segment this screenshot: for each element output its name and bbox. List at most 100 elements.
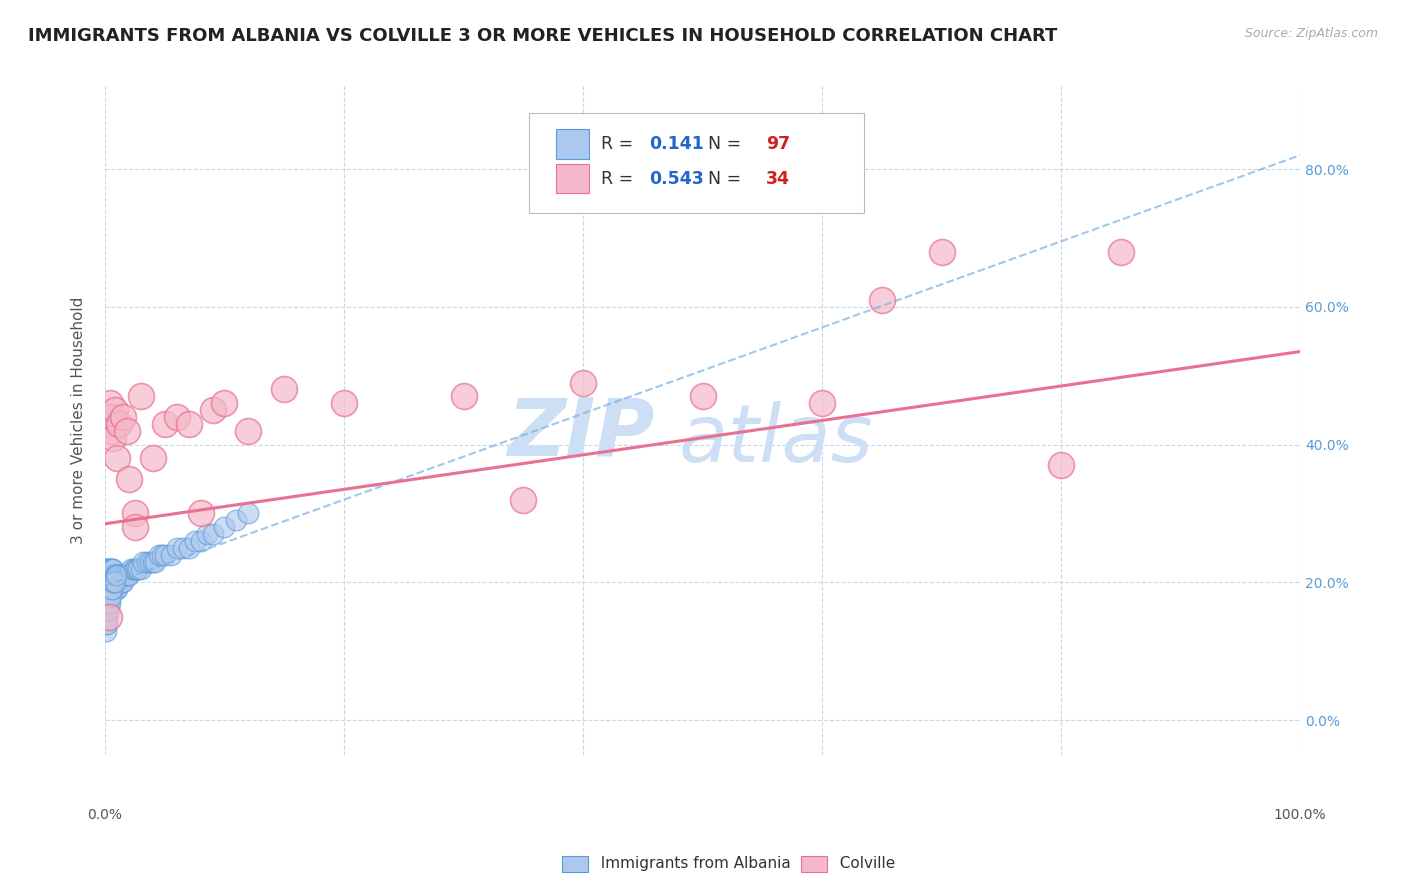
Point xyxy=(98,589,121,603)
Point xyxy=(100,582,122,597)
Point xyxy=(104,582,127,597)
Text: 0.0%: 0.0% xyxy=(87,808,122,822)
Point xyxy=(1109,244,1132,259)
Point xyxy=(110,568,132,582)
Point xyxy=(129,561,152,575)
Point xyxy=(103,403,125,417)
Text: atlas: atlas xyxy=(679,401,873,480)
Text: ZIP: ZIP xyxy=(508,395,655,473)
Point xyxy=(103,561,125,575)
Point xyxy=(101,582,124,597)
Point xyxy=(214,396,236,410)
Point xyxy=(100,582,122,597)
Text: IMMIGRANTS FROM ALBANIA VS COLVILLE 3 OR MORE VEHICLES IN HOUSEHOLD CORRELATION : IMMIGRANTS FROM ALBANIA VS COLVILLE 3 OR… xyxy=(28,27,1057,45)
Point xyxy=(98,568,121,582)
Point xyxy=(111,575,134,590)
Point xyxy=(124,561,146,575)
Point xyxy=(101,575,124,590)
Point xyxy=(96,609,118,624)
Text: Colville: Colville xyxy=(830,856,894,871)
FancyBboxPatch shape xyxy=(555,129,589,159)
Point xyxy=(96,596,118,610)
Point xyxy=(142,555,165,569)
Point xyxy=(153,417,176,431)
Point xyxy=(112,568,135,582)
FancyBboxPatch shape xyxy=(555,164,589,194)
Point xyxy=(127,561,149,575)
Point xyxy=(103,575,125,590)
Point xyxy=(96,603,118,617)
Point xyxy=(100,561,122,575)
Point xyxy=(104,575,127,590)
Point xyxy=(124,520,146,534)
Point xyxy=(107,575,129,590)
Point xyxy=(870,293,893,307)
Point xyxy=(103,575,125,590)
Point xyxy=(100,568,122,582)
Point xyxy=(101,561,124,575)
Point xyxy=(98,596,121,610)
Point xyxy=(110,575,132,590)
Point xyxy=(166,409,188,424)
Point xyxy=(153,548,176,562)
Point xyxy=(333,396,356,410)
Point xyxy=(225,513,247,527)
Point xyxy=(96,568,118,582)
Point xyxy=(201,403,224,417)
Point xyxy=(273,383,295,397)
Text: 0.141: 0.141 xyxy=(648,135,703,153)
Point xyxy=(97,575,120,590)
Point xyxy=(98,561,121,575)
Point xyxy=(105,451,128,466)
Point xyxy=(177,417,200,431)
Point xyxy=(512,492,534,507)
Point xyxy=(114,568,136,582)
Point xyxy=(97,609,120,624)
Text: Source: ZipAtlas.com: Source: ZipAtlas.com xyxy=(1244,27,1378,40)
Point xyxy=(103,582,125,597)
Point xyxy=(238,424,260,438)
Point xyxy=(111,575,134,590)
Point xyxy=(190,507,212,521)
Point xyxy=(100,575,122,590)
Point xyxy=(96,616,118,631)
Point xyxy=(103,575,125,590)
Point xyxy=(108,575,131,590)
Point xyxy=(97,568,120,582)
Text: R =: R = xyxy=(600,135,638,153)
Point xyxy=(931,244,953,259)
Point xyxy=(98,575,121,590)
Point xyxy=(118,568,141,582)
Point xyxy=(692,389,714,403)
Point xyxy=(118,472,141,486)
Text: 34: 34 xyxy=(766,169,790,187)
Point xyxy=(1050,458,1073,473)
Point xyxy=(100,424,122,438)
Point xyxy=(183,533,205,548)
Point xyxy=(120,561,142,575)
Point xyxy=(96,561,118,575)
Point xyxy=(97,589,120,603)
Point xyxy=(111,409,134,424)
Point xyxy=(101,568,124,582)
Point xyxy=(105,575,128,590)
Point xyxy=(97,582,120,597)
Point xyxy=(453,389,475,403)
Point xyxy=(96,575,118,590)
Point xyxy=(572,376,595,390)
Point xyxy=(811,396,834,410)
Point xyxy=(214,520,236,534)
Point xyxy=(96,616,118,631)
FancyBboxPatch shape xyxy=(529,113,863,213)
Point xyxy=(98,396,121,410)
Text: N =: N = xyxy=(696,135,747,153)
Point xyxy=(108,568,131,582)
Point xyxy=(201,527,224,541)
Point xyxy=(150,548,173,562)
Point xyxy=(98,582,121,597)
Point xyxy=(97,603,120,617)
Point xyxy=(132,555,155,569)
Point xyxy=(96,561,118,575)
Text: 100.0%: 100.0% xyxy=(1274,808,1326,822)
Point xyxy=(104,568,127,582)
